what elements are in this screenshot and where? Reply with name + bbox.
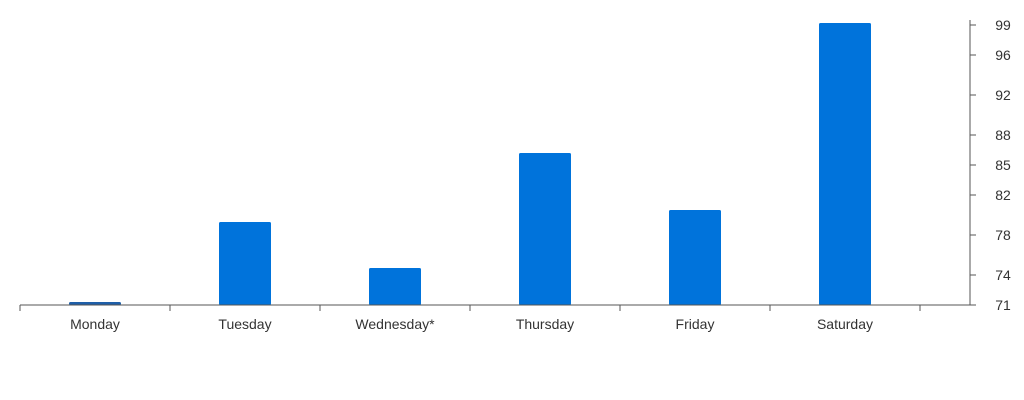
x-tick-label-wednesday: Wednesday* (355, 316, 435, 332)
bar-thursday (519, 153, 571, 305)
y-tick-label-71: 71 (995, 297, 1011, 313)
x-tick-label-tuesday: Tuesday (218, 316, 271, 332)
y-tick-label-74: 74 (995, 267, 1011, 283)
y-tick-label-78: 78 (995, 227, 1011, 243)
y-tick-label-96: 96 (995, 47, 1011, 63)
y-tick-label-82: 82 (995, 187, 1011, 203)
x-tick-label-thursday: Thursday (516, 316, 574, 332)
x-tick-label-friday: Friday (676, 316, 715, 332)
bar-friday (669, 210, 721, 305)
bar-monday (69, 302, 121, 305)
y-tick-label-88: 88 (995, 127, 1011, 143)
bar-saturday (819, 23, 871, 305)
x-tick-label-monday: Monday (70, 316, 120, 332)
bar-wednesday (369, 268, 421, 305)
y-tick-label-92: 92 (995, 87, 1011, 103)
y-tick-label-85: 85 (995, 157, 1011, 173)
bars-layer (69, 23, 871, 305)
labels-layer: Monday Tuesday Wednesday* Thursday Friday Sat… (70, 17, 1011, 332)
x-tick-label-saturday: Saturday (817, 316, 873, 332)
axes-layer (19, 20, 976, 311)
y-tick-label-99: 99 (995, 17, 1011, 33)
bar-tuesday (219, 222, 271, 305)
